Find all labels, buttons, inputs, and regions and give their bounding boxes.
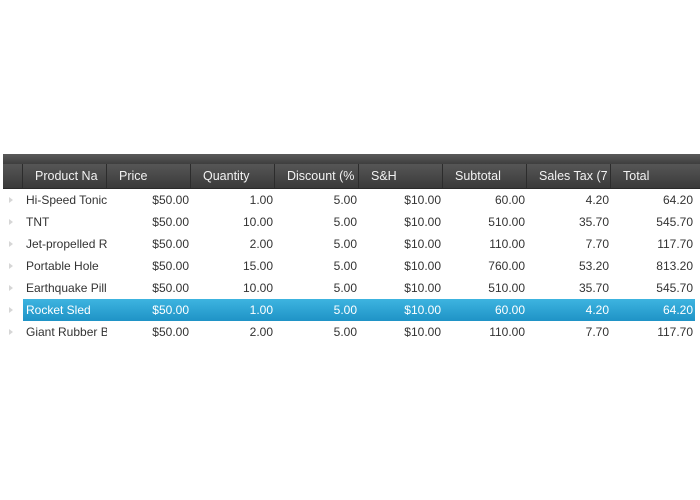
column-header-sales-tax[interactable]: Sales Tax (7	[527, 164, 611, 188]
subtotal-cell[interactable]: 60.00	[494, 303, 525, 317]
row-arrow-icon	[9, 285, 13, 291]
total-cell[interactable]: 545.70	[656, 215, 693, 229]
quantity-cell[interactable]: 2.00	[249, 237, 273, 251]
row-arrow-icon	[9, 197, 13, 203]
table-row[interactable]: Earthquake Pill $50.00 10.00 5.00 $10.00 510.…	[3, 277, 700, 299]
discount-cell[interactable]: 5.00	[333, 303, 357, 317]
shipping-cell[interactable]: $10.00	[404, 281, 441, 295]
subtotal-cell[interactable]: 760.00	[488, 259, 525, 273]
row-header[interactable]	[3, 211, 23, 233]
quantity-cell[interactable]: 1.00	[249, 303, 273, 317]
data-grid[interactable]: Product Na Price Quantity Discount (% S&…	[3, 154, 700, 343]
table-row[interactable]: Rocket Sled $50.00 1.00 5.00 $10.00 60.00 4.20…	[3, 299, 700, 321]
price-cell[interactable]: $50.00	[152, 215, 189, 229]
column-header-subtotal[interactable]: Subtotal	[443, 164, 527, 188]
row-header[interactable]	[3, 277, 23, 299]
total-cell[interactable]: 117.70	[657, 237, 693, 251]
grid-body: Hi-Speed Tonic $50.00 1.00 5.00 $10.00 60.00 4…	[3, 189, 700, 343]
total-cell[interactable]: 64.20	[662, 303, 693, 317]
column-header-price[interactable]: Price	[107, 164, 191, 188]
grid-top-strip	[3, 154, 700, 164]
shipping-cell[interactable]: $10.00	[404, 325, 441, 339]
discount-cell[interactable]: 5.00	[333, 215, 357, 229]
price-cell[interactable]: $50.00	[152, 193, 189, 207]
shipping-cell[interactable]: $10.00	[404, 215, 441, 229]
table-row[interactable]: Hi-Speed Tonic $50.00 1.00 5.00 $10.00 60.00 4…	[3, 189, 700, 211]
column-header-quantity[interactable]: Quantity	[191, 164, 275, 188]
row-arrow-icon	[9, 307, 13, 313]
discount-cell[interactable]: 5.00	[333, 281, 357, 295]
product-name-cell[interactable]: Hi-Speed Tonic	[26, 193, 107, 207]
quantity-cell[interactable]: 1.00	[249, 193, 273, 207]
subtotal-cell[interactable]: 60.00	[494, 193, 525, 207]
row-arrow-icon	[9, 329, 13, 335]
quantity-cell[interactable]: 15.00	[242, 259, 273, 273]
row-header[interactable]	[3, 299, 23, 321]
table-row[interactable]: Portable Hole $50.00 15.00 5.00 $10.00 760.00…	[3, 255, 700, 277]
table-row[interactable]: Giant Rubber B $50.00 2.00 5.00 $10.00 110.00…	[3, 321, 700, 343]
column-header-shipping[interactable]: S&H	[359, 164, 443, 188]
quantity-cell[interactable]: 10.00	[242, 215, 273, 229]
product-name-cell[interactable]: Earthquake Pill	[26, 281, 107, 295]
sales-tax-cell[interactable]: 35.70	[578, 281, 609, 295]
table-row[interactable]: Jet-propelled R $50.00 2.00 5.00 $10.00 110.0…	[3, 233, 700, 255]
total-cell[interactable]: 64.20	[662, 193, 693, 207]
product-name-cell[interactable]: Rocket Sled	[26, 303, 91, 317]
total-cell[interactable]: 813.20	[656, 259, 693, 273]
row-header[interactable]	[3, 321, 23, 343]
sales-tax-cell[interactable]: 53.20	[578, 259, 609, 273]
subtotal-cell[interactable]: 110.00	[489, 237, 525, 251]
product-name-cell[interactable]: TNT	[26, 215, 50, 229]
row-header[interactable]	[3, 233, 23, 255]
row-arrow-icon	[9, 263, 13, 269]
product-name-cell[interactable]: Portable Hole	[26, 259, 99, 273]
discount-cell[interactable]: 5.00	[333, 193, 357, 207]
price-cell[interactable]: $50.00	[152, 237, 189, 251]
shipping-cell[interactable]: $10.00	[404, 237, 441, 251]
subtotal-cell[interactable]: 510.00	[488, 215, 525, 229]
discount-cell[interactable]: 5.00	[333, 259, 357, 273]
table-row[interactable]: TNT $50.00 10.00 5.00 $10.00 510.00 35.70 545.7…	[3, 211, 700, 233]
row-arrow-icon	[9, 219, 13, 225]
row-header[interactable]	[3, 255, 23, 277]
column-header-row: Product Na Price Quantity Discount (% S&…	[3, 164, 700, 189]
sales-tax-cell[interactable]: 35.70	[578, 215, 609, 229]
column-header-total[interactable]: Total	[623, 169, 650, 183]
price-cell[interactable]: $50.00	[152, 303, 189, 317]
subtotal-cell[interactable]: 110.00	[489, 325, 525, 339]
product-name-cell[interactable]: Giant Rubber B	[26, 325, 107, 339]
column-header-product-name[interactable]: Product Na	[23, 164, 107, 188]
row-header-corner	[3, 164, 23, 188]
subtotal-cell[interactable]: 510.00	[488, 281, 525, 295]
sales-tax-cell[interactable]: 7.70	[585, 237, 609, 251]
discount-cell[interactable]: 5.00	[333, 325, 357, 339]
sales-tax-cell[interactable]: 7.70	[585, 325, 609, 339]
total-cell[interactable]: 117.70	[657, 325, 693, 339]
price-cell[interactable]: $50.00	[152, 325, 189, 339]
price-cell[interactable]: $50.00	[152, 281, 189, 295]
shipping-cell[interactable]: $10.00	[404, 303, 441, 317]
shipping-cell[interactable]: $10.00	[404, 259, 441, 273]
sales-tax-cell[interactable]: 4.20	[585, 303, 609, 317]
product-name-cell[interactable]: Jet-propelled R	[26, 237, 107, 251]
sales-tax-cell[interactable]: 4.20	[585, 193, 609, 207]
quantity-cell[interactable]: 10.00	[242, 281, 273, 295]
row-header[interactable]	[3, 189, 23, 211]
price-cell[interactable]: $50.00	[152, 259, 189, 273]
quantity-cell[interactable]: 2.00	[249, 325, 273, 339]
discount-cell[interactable]: 5.00	[333, 237, 357, 251]
shipping-cell[interactable]: $10.00	[404, 193, 441, 207]
row-arrow-icon	[9, 241, 13, 247]
total-cell[interactable]: 545.70	[656, 281, 693, 295]
column-header-discount[interactable]: Discount (%	[275, 164, 359, 188]
